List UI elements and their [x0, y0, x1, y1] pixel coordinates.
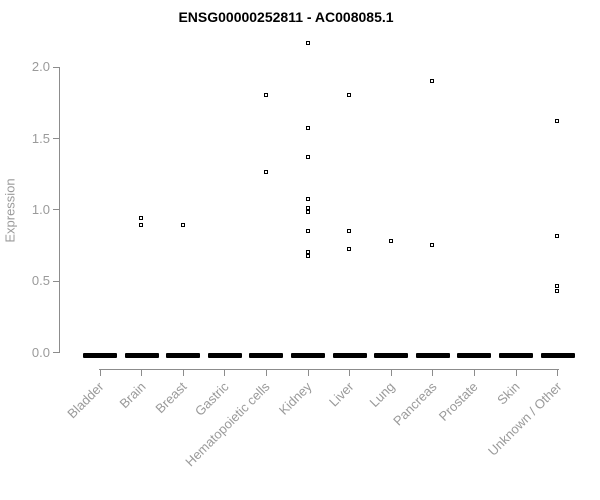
- y-tick-label: 0.0: [31, 344, 50, 360]
- data-point: [305, 197, 310, 202]
- x-tick: [557, 369, 559, 376]
- x-tick-label: Unknown / Other: [408, 379, 565, 459]
- y-tick: [53, 138, 59, 140]
- y-tick-label: 1.0: [31, 201, 50, 217]
- y-tick-label: 2.0: [31, 59, 50, 75]
- data-point: [430, 79, 435, 84]
- data-point: [263, 93, 268, 98]
- data-point: [305, 210, 310, 215]
- data-point: [555, 288, 560, 293]
- data-point: [180, 223, 185, 228]
- data-point: [347, 228, 352, 233]
- data-point: [305, 40, 310, 45]
- data-point: [305, 228, 310, 233]
- x-tick: [307, 369, 309, 376]
- data-point: [305, 250, 310, 255]
- data-point: [139, 215, 144, 220]
- data-point: [305, 154, 310, 159]
- chart-title: ENSG00000252811 - AC008085.1: [178, 9, 394, 25]
- data-point: [263, 170, 268, 175]
- zero-cluster-dash: [332, 353, 367, 358]
- y-axis-line: [59, 67, 60, 353]
- x-tick: [349, 369, 351, 376]
- y-tick-label: 1.5: [31, 130, 50, 146]
- zero-cluster-dash: [291, 353, 325, 358]
- zero-cluster-dash: [374, 353, 409, 358]
- y-tick: [53, 209, 59, 211]
- zero-cluster-dash: [249, 353, 284, 358]
- x-tick: [515, 369, 517, 376]
- zero-cluster-dash: [83, 353, 117, 358]
- x-tick: [224, 369, 226, 376]
- data-point: [305, 126, 310, 131]
- data-point: [430, 243, 435, 248]
- y-tick: [53, 66, 59, 68]
- data-point: [347, 93, 352, 98]
- data-point: [555, 284, 560, 289]
- zero-cluster-dash: [457, 353, 492, 358]
- data-point: [347, 247, 352, 252]
- y-tick: [53, 280, 59, 282]
- zero-cluster-dash: [415, 353, 450, 358]
- zero-cluster-dash: [124, 353, 159, 358]
- x-tick: [265, 369, 267, 376]
- zero-cluster-dash: [207, 353, 242, 358]
- x-tick: [390, 369, 392, 376]
- data-point: [139, 223, 144, 228]
- data-point: [555, 234, 560, 239]
- zero-cluster-dash: [540, 353, 575, 358]
- data-point: [305, 205, 310, 210]
- zero-cluster-dash: [499, 353, 533, 358]
- data-point: [388, 238, 393, 243]
- y-tick-label: 0.5: [31, 273, 50, 289]
- y-tick: [53, 352, 59, 353]
- x-tick: [99, 369, 101, 376]
- x-tick: [473, 369, 475, 376]
- x-tick: [182, 369, 184, 376]
- zero-cluster-dash: [166, 353, 201, 358]
- data-point: [305, 254, 310, 259]
- data-point: [555, 118, 560, 123]
- x-tick: [432, 369, 434, 376]
- x-tick: [141, 369, 143, 376]
- x-axis-line: [99, 369, 559, 370]
